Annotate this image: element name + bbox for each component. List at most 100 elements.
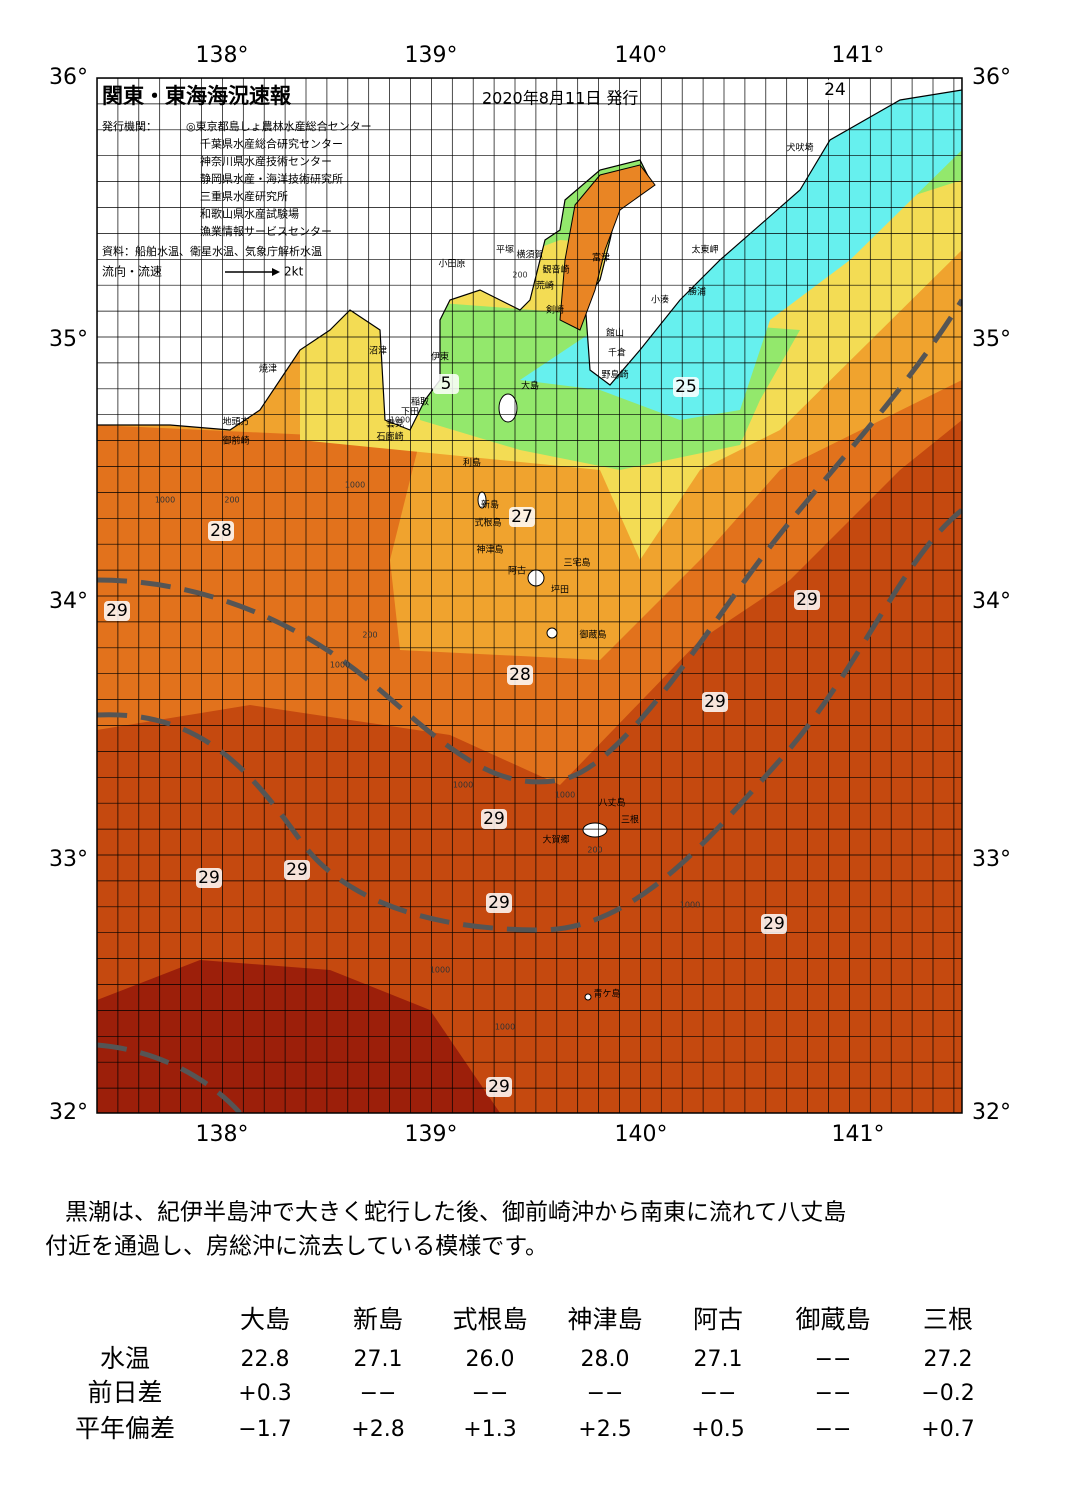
temp-label: 29 (286, 860, 308, 880)
column-header: 大島 (240, 1305, 290, 1334)
place-name: 沼津 (369, 346, 387, 357)
column-header: 式根島 (452, 1305, 527, 1334)
column-header: 阿古 (693, 1305, 743, 1334)
place-name: 横須賀 (516, 249, 543, 261)
place-name: 太東岬 (691, 244, 718, 256)
lon-label: 141° (832, 1122, 885, 1147)
place-name: 小湊 (651, 294, 669, 306)
lon-label: 139° (405, 1122, 458, 1147)
place-name: 三根 (621, 814, 639, 826)
cell: −− (360, 1381, 397, 1406)
temp-label-bg (673, 377, 699, 397)
place-name: 焼津 (259, 364, 277, 375)
issuer-label: 発行機関： (102, 119, 157, 133)
temp-label-bg (486, 893, 512, 913)
summary-line: 黒潮は、紀伊半島沖で大きく蛇行した後、御前崎沖から南東に流れて八丈島 (65, 1200, 846, 1226)
lat-label: 35° (49, 327, 88, 352)
legend-arrowhead (272, 268, 280, 276)
place-name: 大島 (521, 380, 539, 392)
temp-label-bg (794, 590, 820, 610)
temp-label: 29 (704, 692, 726, 712)
issuer: 静岡県水産・海洋技術研究所 (200, 172, 343, 186)
lat-label: 36° (972, 65, 1011, 90)
place-name: 伊東 (431, 351, 449, 363)
depth-label: 200 (224, 496, 239, 505)
depth-label: 200 (512, 271, 527, 280)
temp-label: 29 (198, 868, 220, 888)
place-name: 下田 (401, 407, 419, 418)
temp-label: 29 (488, 893, 510, 913)
island (498, 393, 518, 423)
cell: 27.1 (694, 1347, 743, 1372)
temp-label-bg (433, 374, 459, 394)
column-header: 新島 (353, 1305, 403, 1334)
place-name: 富津 (592, 252, 610, 264)
temp-label-bg (104, 601, 130, 621)
issuer: 千葉県水産総合研究センター (200, 137, 343, 151)
title: 関東・東海海況速報 (102, 84, 292, 108)
tokyo-bay (559, 164, 656, 331)
lat-label: 32° (972, 1100, 1011, 1125)
cell: −1.7 (238, 1417, 291, 1442)
lon-label: 139° (405, 43, 458, 68)
island (584, 993, 592, 1001)
place-name: 青ケ島 (593, 988, 620, 1000)
cell: −− (472, 1381, 509, 1406)
cell: 28.0 (581, 1347, 630, 1372)
summary-line: 付近を通過し、房総沖に流去している模様です。 (45, 1234, 548, 1260)
place-name: 御前崎 (222, 435, 249, 447)
lon-label: 141° (832, 43, 885, 68)
place-name: 式根島 (474, 517, 501, 529)
legend-label: 流向・流速 (102, 264, 162, 279)
place-name: 利島 (463, 457, 481, 469)
kuroshio-path (97, 1042, 242, 1113)
cell: −− (815, 1381, 852, 1406)
map-frame (96, 77, 963, 1114)
temp-label: 24 (824, 80, 846, 100)
lon-label: 140° (615, 1122, 668, 1147)
place-name: 石廊崎 (376, 431, 403, 443)
place-name: 地頭方 (222, 416, 249, 428)
cell: −− (587, 1381, 624, 1406)
cell: 22.8 (241, 1347, 290, 1372)
place-name: 八丈島 (598, 797, 625, 809)
cell: −− (815, 1417, 852, 1442)
depth-label: 1000 (330, 661, 350, 670)
cell: +0.7 (921, 1417, 974, 1442)
temp-label: 29 (796, 590, 818, 610)
place-name: 神津島 (476, 544, 503, 556)
temp-label: 28 (210, 521, 232, 541)
place-name: 稲取 (411, 396, 429, 408)
kuroshio-axis (97, 298, 962, 1113)
cell: −− (815, 1347, 852, 1372)
place-name: 観音崎 (542, 264, 569, 276)
depth-label: 1000 (345, 481, 365, 490)
cell: −− (700, 1381, 737, 1406)
lon-label: 140° (615, 43, 668, 68)
date: 2020年8月11日 発行 (482, 89, 638, 108)
depth-label: 200 (587, 846, 602, 855)
depth-label: 200 (362, 631, 377, 640)
cell: +2.5 (578, 1417, 631, 1442)
temp-label: 5 (441, 374, 452, 394)
temp-label-bg (486, 1077, 512, 1097)
cell: 26.0 (466, 1347, 515, 1372)
land (97, 78, 962, 431)
island (477, 491, 487, 509)
place-name: 犬吠埼 (786, 142, 813, 154)
kuroshio-path (97, 298, 962, 785)
kuroshio-path (97, 508, 962, 933)
temp-label-bg (208, 521, 234, 541)
source: 資料：船舶水温、衛星水温、気象庁解析水温 (102, 244, 322, 258)
lat-label: 33° (49, 847, 88, 872)
temp-label-bg (196, 868, 222, 888)
issuer: 神奈川県水産技術センター (200, 154, 332, 168)
temp-label-bg (822, 80, 848, 100)
lat-label: 36° (49, 65, 88, 90)
lat-label: 35° (972, 327, 1011, 352)
issuer: ◎東京都島しょ農林水産総合センター (186, 119, 372, 133)
temp-label: 29 (488, 1077, 510, 1097)
island (582, 822, 608, 838)
